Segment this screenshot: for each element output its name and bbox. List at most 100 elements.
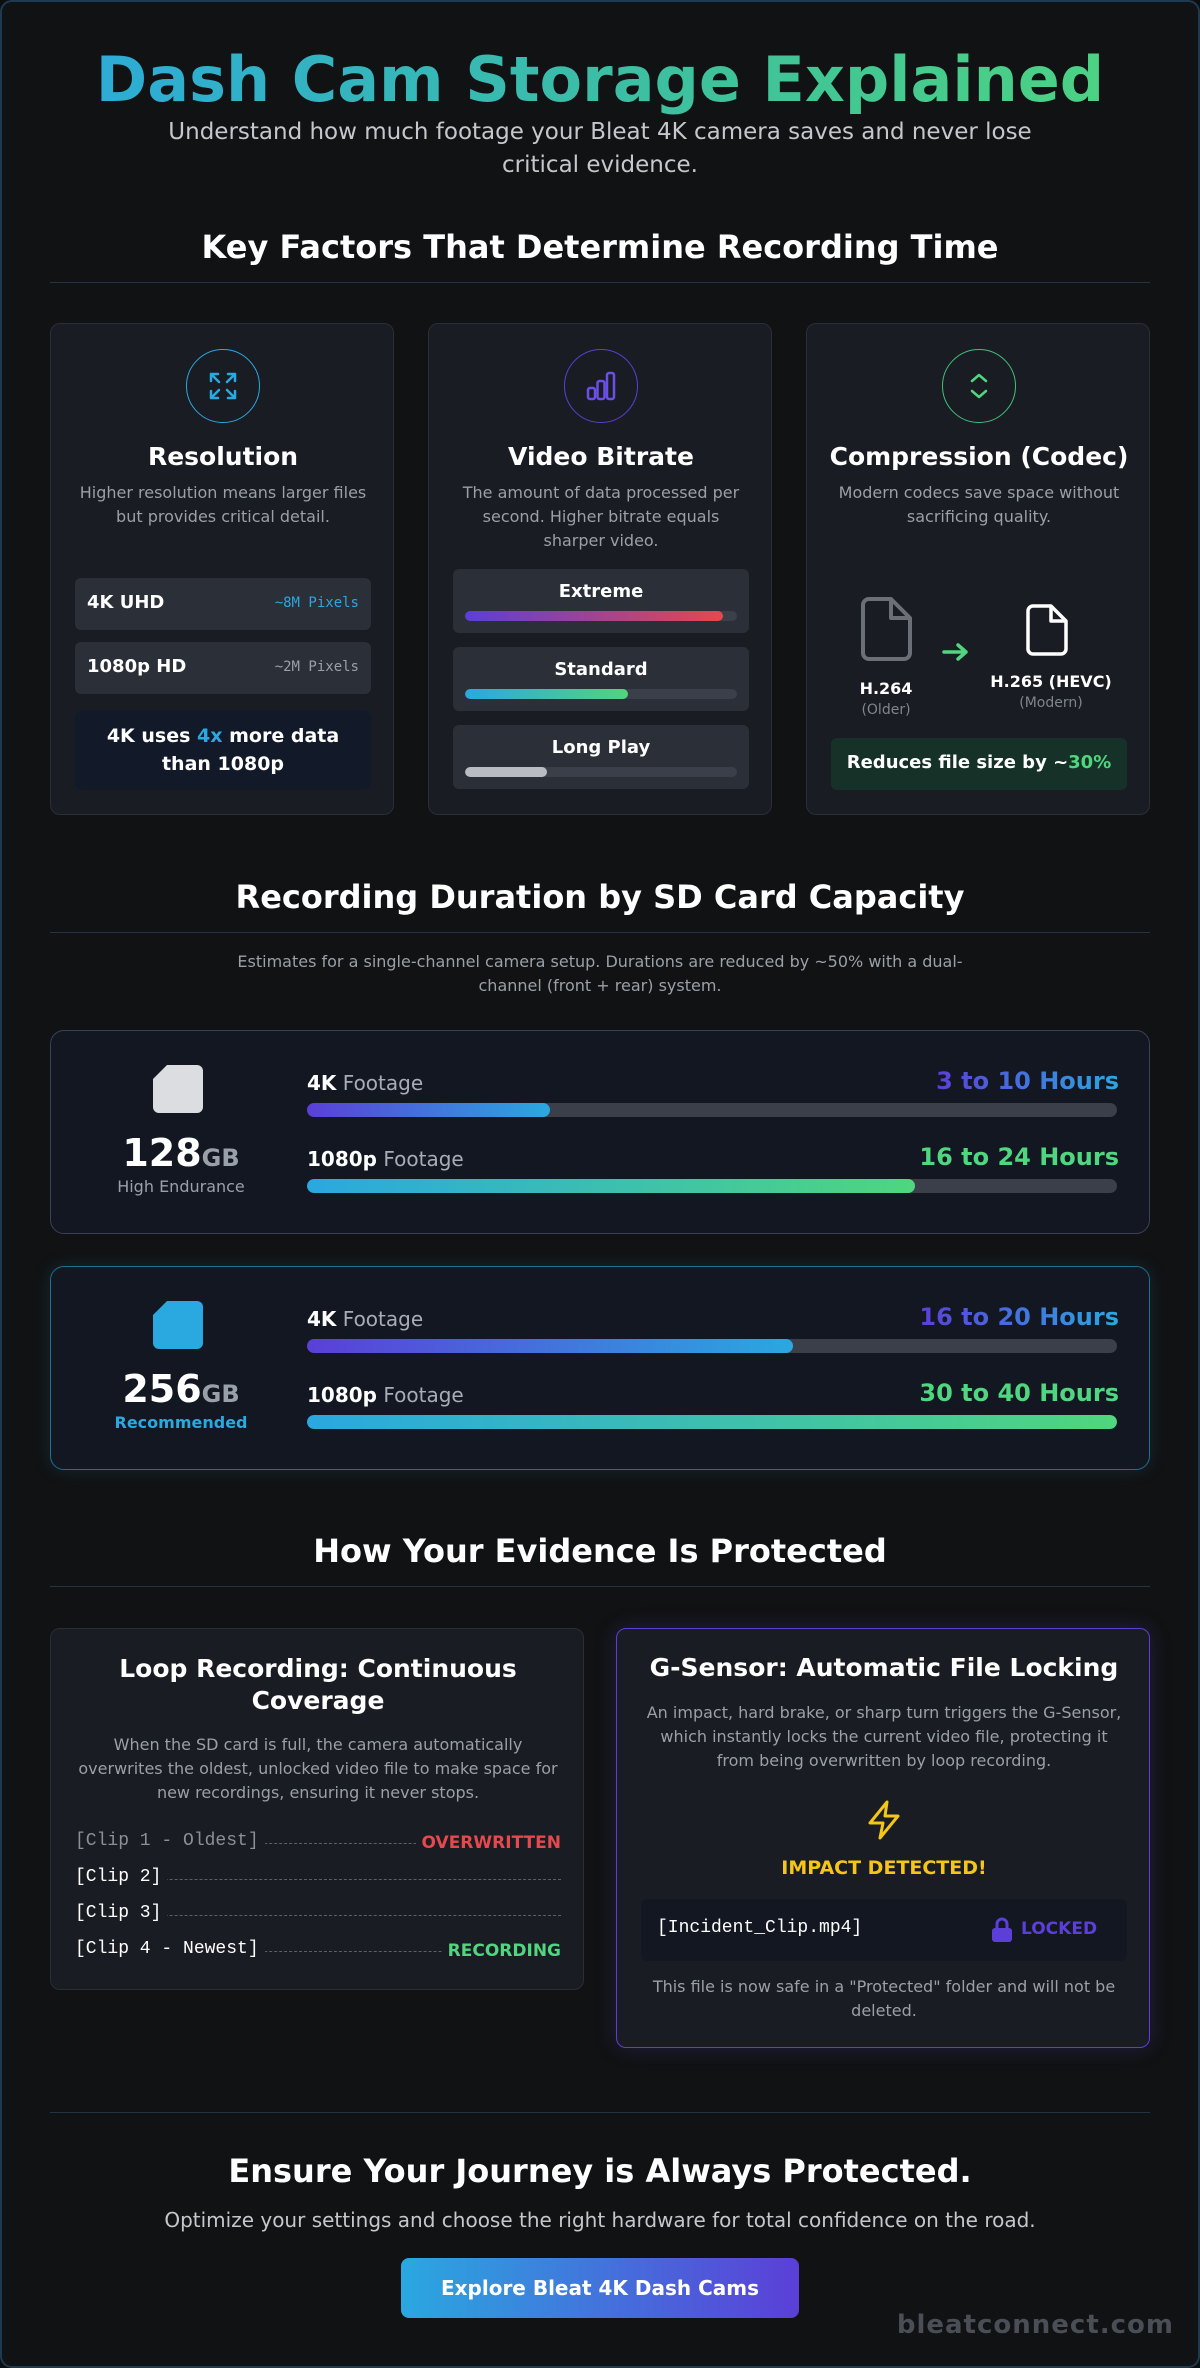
- file-icon-h264: [859, 596, 913, 666]
- clip-row: [Clip 4 - Newest] RECORDING: [75, 1939, 561, 1963]
- resolution-row-label: 1080p HD: [87, 656, 187, 677]
- codec-note: Reduces file size by ~30%: [831, 738, 1127, 790]
- codec-note-text: Reduces file size by ~: [846, 752, 1069, 773]
- sd-card-icon: [153, 1065, 203, 1117]
- footage-resolution: 4K: [307, 1071, 337, 1095]
- duration-bar-fill: [307, 1179, 915, 1193]
- divider: [50, 1586, 1150, 1587]
- lightning-icon: [865, 1799, 903, 1845]
- duration-bar-1080p: [307, 1415, 1117, 1429]
- footage-label-4k: 4K Footage: [307, 1071, 423, 1095]
- footage-label-4k: 4K Footage: [307, 1307, 423, 1331]
- cta-title: Ensure Your Journey is Always Protected.: [228, 2152, 972, 2190]
- capacity-size-unit: GB: [201, 1380, 240, 1408]
- file-icon-h265: [1025, 603, 1069, 661]
- capacity-card-256gb: 256GB Recommended 4K Footage 16 to 20 Ho…: [50, 1266, 1150, 1470]
- duration-4k: 3 to 10 Hours: [936, 1067, 1119, 1095]
- duration-bar-4k: [307, 1339, 1117, 1353]
- clip-name: [Clip 2]: [75, 1867, 168, 1887]
- bitrate-bar-fill: [465, 611, 724, 621]
- codec-description: Modern codecs save space without sacrifi…: [838, 483, 1120, 526]
- capacity-tag: High Endurance: [117, 1177, 245, 1196]
- footage-resolution: 4K: [307, 1307, 337, 1331]
- g-sensor-title: G-Sensor: Automatic File Locking: [649, 1653, 1119, 1682]
- clip-dashes: [75, 1951, 561, 1952]
- bitrate-description: The amount of data processed per second.…: [462, 483, 740, 550]
- footage-word: Footage: [376, 1147, 464, 1171]
- duration-1080p: 16 to 24 Hours: [919, 1143, 1119, 1171]
- bitrate-bar: [465, 689, 737, 699]
- bitrate-card: Video Bitrate The amount of data process…: [428, 323, 772, 815]
- bitrate-bar-fill: [465, 767, 547, 777]
- clip-name: [Clip 4 - Newest]: [75, 1939, 265, 1959]
- resolution-description: Higher resolution means larger files but…: [79, 483, 367, 526]
- factors-section-title: Key Factors That Determine Recording Tim…: [201, 228, 999, 266]
- resolution-note-accent: 4x: [197, 725, 223, 747]
- divider: [50, 2112, 1150, 2113]
- bitrate-level-label: Long Play: [551, 737, 651, 758]
- page-title: Dash Cam Storage Explained: [0, 40, 1200, 120]
- resolution-card: Resolution Higher resolution means large…: [50, 323, 394, 815]
- resolution-row-value: ~8M Pixels: [274, 595, 359, 611]
- resolution-note-text: 4K uses: [106, 725, 198, 747]
- footage-label-1080p: 1080p Footage: [307, 1383, 464, 1407]
- divider: [50, 932, 1150, 933]
- codec-new-name: H.265 (HEVC): [990, 672, 1112, 691]
- capacity-size-number: 256: [122, 1367, 202, 1411]
- loop-description: When the SD card is full, the camera aut…: [78, 1735, 558, 1802]
- g-sensor-card: G-Sensor: Automatic File Locking An impa…: [616, 1628, 1150, 2048]
- duration-bar-1080p: [307, 1179, 1117, 1193]
- bitrate-bar: [465, 611, 737, 621]
- clip-name: [Clip 1 - Oldest]: [75, 1831, 265, 1851]
- explore-dash-cams-button[interactable]: Explore Bleat 4K Dash Cams: [401, 2258, 799, 2318]
- bitrate-level-label: Extreme: [558, 581, 644, 602]
- footage-resolution: 1080p: [307, 1147, 377, 1171]
- g-sensor-description: An impact, hard brake, or sharp turn tri…: [646, 1703, 1122, 1770]
- resolution-row-value: ~2M Pixels: [274, 659, 359, 675]
- resolution-title: Resolution: [147, 442, 299, 471]
- codec-old-name: H.264: [859, 679, 913, 698]
- lock-icon: [991, 1917, 1013, 1947]
- resolution-note: 4K uses 4x more data than 1080p: [75, 710, 371, 790]
- duration-bar-fill: [307, 1415, 1117, 1429]
- arrow-right-icon: [941, 642, 971, 666]
- resolution-note-text: more data than 1080p: [161, 725, 340, 775]
- codec-old-tag: (Older): [861, 702, 911, 718]
- protection-section-title: How Your Evidence Is Protected: [313, 1532, 887, 1570]
- capacity-size: 256GB: [101, 1367, 261, 1411]
- capacity-tag: Recommended: [114, 1413, 248, 1432]
- duration-bar-fill: [307, 1339, 793, 1353]
- codec-note-accent: 30%: [1068, 752, 1112, 773]
- compress-arrows-icon: [942, 349, 1016, 423]
- bitrate-level-label: Standard: [554, 659, 648, 680]
- brand-watermark: bleatconnect.com: [896, 2310, 1174, 2340]
- footage-word: Footage: [336, 1307, 424, 1331]
- clip-dashes: [75, 1915, 561, 1916]
- clip-name: [Clip 3]: [75, 1903, 168, 1923]
- resolution-row-1080p: 1080p HD ~2M Pixels: [75, 642, 371, 694]
- duration-1080p: 30 to 40 Hours: [919, 1379, 1119, 1407]
- bar-chart-icon: [564, 349, 638, 423]
- clip-row: [Clip 1 - Oldest] OVERWRITTEN: [75, 1831, 561, 1855]
- locked-label: LOCKED: [1021, 1919, 1098, 1939]
- footage-word: Footage: [336, 1071, 424, 1095]
- bitrate-level-extreme: Extreme: [453, 569, 749, 633]
- clip-status-recording: RECORDING: [441, 1941, 561, 1961]
- impact-alert: IMPACT DETECTED!: [781, 1857, 987, 1879]
- clip-dashes: [75, 1843, 561, 1844]
- resolution-row-label: 4K UHD: [87, 592, 165, 613]
- footage-label-1080p: 1080p Footage: [307, 1147, 464, 1171]
- footage-word: Footage: [376, 1383, 464, 1407]
- loop-title: Loop Recording: Continuous Coverage: [119, 1654, 517, 1715]
- resolution-row-4k: 4K UHD ~8M Pixels: [75, 578, 371, 630]
- bitrate-level-standard: Standard: [453, 647, 749, 711]
- capacity-section-title: Recording Duration by SD Card Capacity: [235, 878, 965, 916]
- capacity-size-number: 128: [122, 1131, 202, 1175]
- divider: [50, 282, 1150, 283]
- bitrate-title: Video Bitrate: [508, 442, 694, 471]
- codec-new-tag: (Modern): [1019, 695, 1083, 711]
- sd-card-icon: [153, 1301, 203, 1353]
- expand-arrows-icon: [186, 349, 260, 423]
- capacity-card-128gb: 128GB High Endurance 4K Footage 3 to 10 …: [50, 1030, 1150, 1234]
- locked-file-name: [Incident_Clip.mp4]: [657, 1918, 863, 1938]
